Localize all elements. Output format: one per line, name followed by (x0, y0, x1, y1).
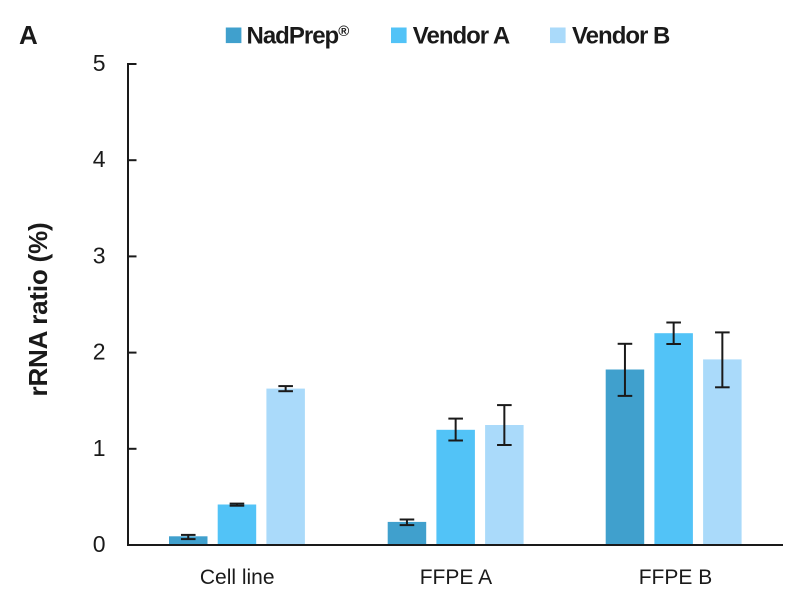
svg-text:5: 5 (93, 50, 106, 76)
svg-text:FFPE B: FFPE B (639, 566, 713, 589)
svg-text:0: 0 (93, 531, 106, 557)
svg-text:Vendor A: Vendor A (413, 23, 510, 50)
svg-text:4: 4 (93, 146, 106, 172)
svg-text:1: 1 (93, 435, 106, 461)
svg-text:NadPrep®: NadPrep® (247, 23, 350, 50)
svg-text:Cell line: Cell line (200, 566, 275, 589)
svg-text:2: 2 (93, 339, 106, 365)
svg-text:rRNA ratio (%): rRNA ratio (%) (23, 223, 53, 397)
svg-text:A: A (19, 20, 38, 50)
svg-text:Vendor B: Vendor B (572, 23, 670, 50)
svg-text:3: 3 (93, 242, 106, 268)
svg-text:FFPE A: FFPE A (420, 566, 492, 589)
